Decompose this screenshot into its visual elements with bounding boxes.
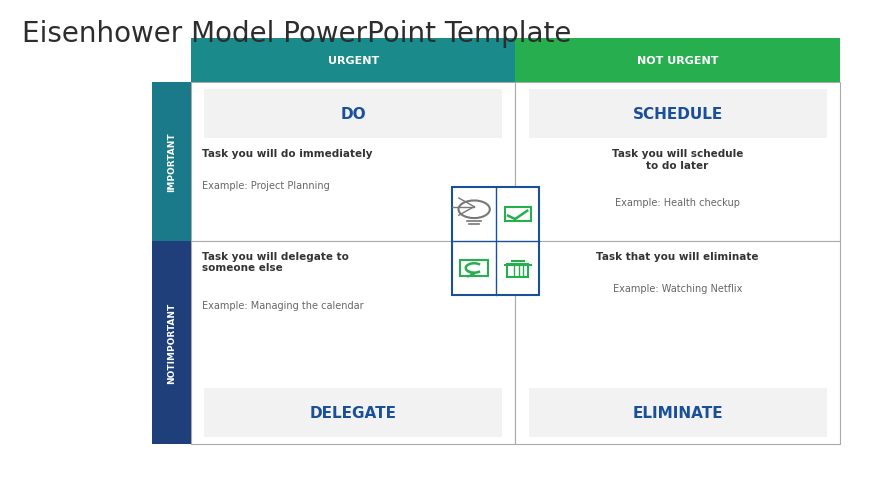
Text: IMPORTANT: IMPORTANT	[167, 133, 176, 192]
Text: DO: DO	[341, 107, 366, 122]
Bar	[514, 83, 839, 242]
Text: Example: Project Planning: Example: Project Planning	[202, 181, 329, 190]
Text: Eisenhower Model PowerPoint Template: Eisenhower Model PowerPoint Template	[22, 20, 570, 47]
Text: Task you will do immediately: Task you will do immediately	[202, 149, 372, 159]
Bar	[204, 90, 502, 139]
Text: URGENT: URGENT	[328, 56, 379, 66]
Bar	[204, 388, 502, 437]
FancyBboxPatch shape	[514, 39, 839, 83]
Text: Example: Managing the calendar: Example: Managing the calendar	[202, 300, 363, 310]
Text: Task you will delegate to
someone else: Task you will delegate to someone else	[202, 251, 348, 273]
Text: Example: Watching Netflix: Example: Watching Netflix	[612, 283, 741, 293]
FancyBboxPatch shape	[507, 264, 527, 278]
FancyBboxPatch shape	[452, 188, 539, 295]
Text: Task that you will eliminate: Task that you will eliminate	[595, 251, 758, 261]
Bar	[191, 242, 514, 444]
Bar	[528, 90, 826, 139]
Bar	[528, 388, 826, 437]
Text: Task you will schedule
to do later: Task you will schedule to do later	[611, 149, 742, 170]
FancyBboxPatch shape	[460, 261, 488, 276]
FancyBboxPatch shape	[191, 39, 514, 83]
Text: NOT URGENT: NOT URGENT	[636, 56, 718, 66]
FancyBboxPatch shape	[504, 207, 530, 222]
Text: DELEGATE: DELEGATE	[309, 405, 396, 420]
FancyBboxPatch shape	[152, 83, 191, 242]
FancyBboxPatch shape	[152, 242, 191, 444]
Text: Example: Health checkup: Example: Health checkup	[614, 198, 740, 207]
Bar	[191, 83, 514, 242]
Bar	[514, 242, 839, 444]
Text: ELIMINATE: ELIMINATE	[632, 405, 722, 420]
Text: NOTIMPORTANT: NOTIMPORTANT	[167, 302, 176, 384]
Text: SCHEDULE: SCHEDULE	[632, 107, 722, 122]
